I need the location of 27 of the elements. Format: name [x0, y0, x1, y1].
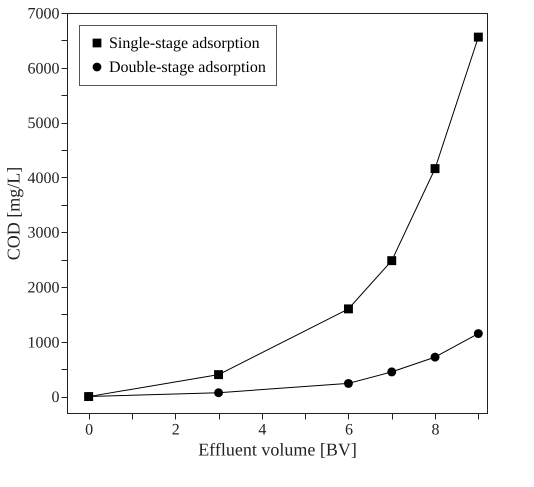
x-tick-label: 4	[258, 422, 266, 438]
y-tick-label: 2000	[28, 279, 60, 296]
y-tick-label: 4000	[28, 170, 60, 187]
x-tick-label: 6	[344, 422, 353, 438]
point	[474, 32, 483, 42]
point	[430, 164, 440, 174]
y-tick-label: 1000	[28, 334, 60, 352]
y-tick-label: 5000	[28, 115, 60, 132]
y-axis-title: COD [mg/L]	[4, 166, 24, 260]
point	[214, 370, 224, 380]
point	[430, 352, 440, 362]
y-tick-label: 7000	[28, 6, 60, 22]
point	[344, 304, 353, 314]
y-tick-label: 3000	[28, 224, 60, 242]
point	[344, 378, 353, 388]
x-tick-label: 2	[172, 422, 180, 438]
legend-label: Double-stage adsorption	[109, 59, 266, 76]
point	[214, 388, 224, 398]
x-tick-label: 8	[432, 422, 440, 438]
legend-label: Single-stage adsorption	[109, 35, 260, 52]
y-tick-label: 6000	[28, 60, 60, 78]
y-tick-label: 0	[52, 389, 60, 406]
x-axis-title: Effluent volume [BV]	[198, 440, 357, 460]
x-tick-label: 0	[85, 422, 94, 438]
point	[474, 329, 483, 338]
point	[387, 367, 396, 376]
point	[387, 256, 396, 266]
